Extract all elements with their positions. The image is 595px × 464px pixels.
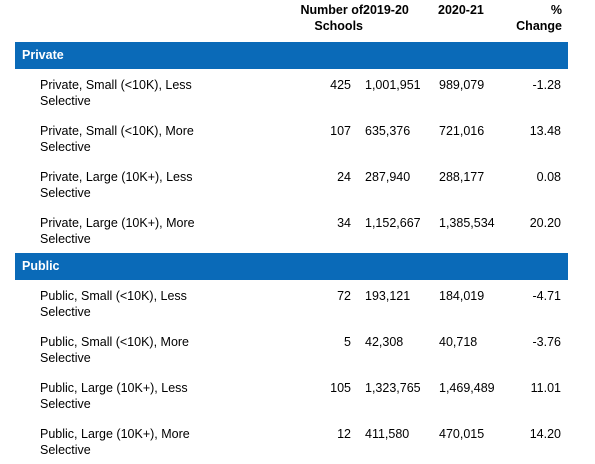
cell-2019-20: 1,001,951 xyxy=(365,78,421,92)
cell-schools: 34 xyxy=(337,216,351,230)
table-row: Public, Small (<10K), More Selective 5 4… xyxy=(15,326,568,372)
header-schools-line1: Number of xyxy=(300,3,364,17)
cell-2020-21: 721,016 xyxy=(439,124,485,138)
cell-pct-change: 13.48 xyxy=(529,124,561,138)
row-label: Private, Large (10K+), More Selective xyxy=(40,216,195,246)
header-2019-20: 2019-20 xyxy=(363,3,409,17)
cell-2019-20: 635,376 xyxy=(365,124,411,138)
table-row: Private, Large (10K+), Less Selective 24… xyxy=(15,161,568,207)
header-pct-line2: Change xyxy=(516,19,562,33)
cell-2020-21: 184,019 xyxy=(439,289,485,303)
cell-pct-change: -1.28 xyxy=(532,78,562,92)
cell-2019-20: 1,323,765 xyxy=(365,381,421,395)
cell-2020-21: 1,385,534 xyxy=(439,216,495,230)
cell-pct-change: 0.08 xyxy=(536,170,561,184)
table-row: Public, Large (10K+), Less Selective 105… xyxy=(15,372,568,418)
cell-2019-20: 287,940 xyxy=(365,170,411,184)
cell-pct-change: -4.71 xyxy=(532,289,562,303)
cell-2019-20: 1,152,667 xyxy=(365,216,421,230)
cell-2019-20: 193,121 xyxy=(365,289,411,303)
row-label: Public, Small (<10K), More Selective xyxy=(40,335,190,365)
cell-2019-20: 411,580 xyxy=(365,427,410,441)
cell-schools: 105 xyxy=(330,381,351,395)
cell-2020-21: 1,469,489 xyxy=(439,381,495,395)
table-header: Number of Schools 2019-20 2020-21 % Chan… xyxy=(15,0,568,42)
cell-schools: 24 xyxy=(337,170,351,184)
header-pct-line1: % xyxy=(550,3,562,17)
row-label: Private, Small (<10K), More Selective xyxy=(40,124,194,154)
row-label: Public, Small (<10K), Less Selective xyxy=(40,289,187,319)
cell-2020-21: 989,079 xyxy=(439,78,485,92)
cell-schools: 72 xyxy=(337,289,351,303)
header-percent-change: % Change xyxy=(502,2,562,34)
cell-pct-change: -3.76 xyxy=(532,335,562,349)
enrollment-table: Number of Schools 2019-20 2020-21 % Chan… xyxy=(15,0,568,464)
row-label: Public, Large (10K+), Less Selective xyxy=(40,381,188,411)
cell-2020-21: 40,718 xyxy=(439,335,478,349)
cell-schools: 5 xyxy=(344,335,351,349)
section-header-public: Public xyxy=(15,253,568,280)
row-label: Private, Small (<10K), Less Selective xyxy=(40,78,192,108)
table-row: Private, Large (10K+), More Selective 34… xyxy=(15,207,568,253)
cell-schools: 107 xyxy=(330,124,351,138)
header-schools-line2: Schools xyxy=(314,19,363,33)
header-number-of-schools: Number of Schools xyxy=(283,2,364,34)
cell-schools: 425 xyxy=(330,78,351,92)
header-2020-21: 2020-21 xyxy=(438,3,484,17)
table-row: Private, Small (<10K), Less Selective 42… xyxy=(15,69,568,115)
cell-2020-21: 288,177 xyxy=(439,170,485,184)
cell-schools: 12 xyxy=(337,427,351,441)
table-row: Public, Large (10K+), More Selective 12 … xyxy=(15,418,568,464)
row-label: Public, Large (10K+), More Selective xyxy=(40,427,190,457)
row-label: Private, Large (10K+), Less Selective xyxy=(40,170,193,200)
cell-2019-20: 42,308 xyxy=(365,335,404,349)
cell-2020-21: 470,015 xyxy=(439,427,485,441)
table-row: Public, Small (<10K), Less Selective 72 … xyxy=(15,280,568,326)
table-row: Private, Small (<10K), More Selective 10… xyxy=(15,115,568,161)
section-header-private: Private xyxy=(15,42,568,69)
cell-pct-change: 11.01 xyxy=(530,381,561,395)
cell-pct-change: 14.20 xyxy=(529,427,561,441)
cell-pct-change: 20.20 xyxy=(529,216,561,230)
